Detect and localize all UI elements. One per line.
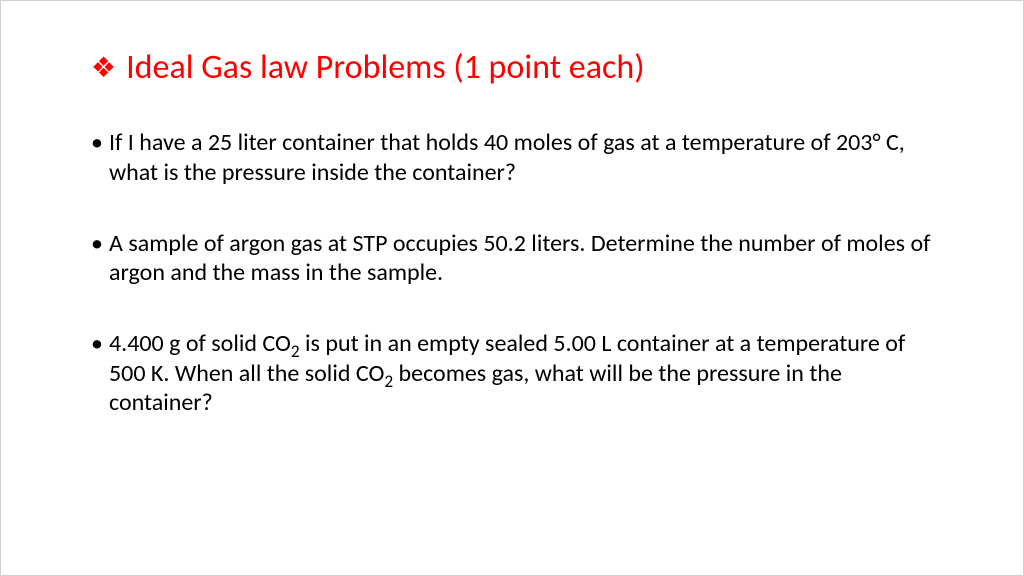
bullet-list: If I have a 25 liter container that hold… [91, 128, 933, 417]
slide-title-row: ❖ Ideal Gas law Problems (1 point each) [91, 49, 933, 86]
list-item: 4.400 g of solid CO2 is put in an empty … [91, 329, 933, 417]
list-item: If I have a 25 liter container that hold… [91, 128, 933, 187]
list-item: A sample of argon gas at STP occupies 50… [91, 229, 933, 288]
diamond-bullet-icon: ❖ [91, 54, 116, 82]
slide-title: Ideal Gas law Problems (1 point each) [126, 49, 644, 86]
